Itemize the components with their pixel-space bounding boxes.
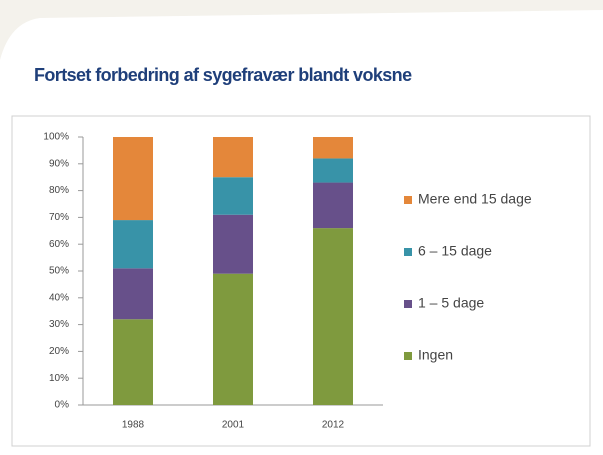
y-tick-label: 50% [49, 266, 69, 277]
bar-segment [313, 137, 353, 159]
y-tick-label: 40% [49, 292, 69, 303]
bar-segment [113, 137, 153, 221]
legend-swatch [404, 300, 412, 308]
x-tick-label: 2012 [322, 420, 345, 431]
legend-swatch [404, 352, 412, 360]
legend-label: 1 – 5 dage [418, 295, 484, 311]
bar-segment [113, 268, 153, 320]
legend-label: 6 – 15 dage [418, 243, 492, 259]
x-tick-label: 2001 [222, 420, 245, 431]
bar-segment [213, 177, 253, 215]
y-tick-label: 20% [49, 346, 69, 357]
bar-segment [213, 137, 253, 178]
bar-segment [313, 158, 353, 183]
bar-segment [313, 228, 353, 405]
legend-swatch [404, 196, 412, 204]
y-tick-label: 60% [49, 239, 69, 250]
y-tick-label: 70% [49, 212, 69, 223]
bar-segment [113, 220, 153, 269]
chart-frame [11, 115, 591, 447]
y-tick-label: 30% [49, 319, 69, 330]
legend-swatch [404, 248, 412, 256]
legend-label: Mere end 15 dage [418, 191, 532, 207]
bar-segment [313, 182, 353, 229]
y-tick-label: 0% [55, 400, 70, 411]
y-tick-label: 10% [49, 373, 69, 384]
y-tick-label: 80% [49, 185, 69, 196]
bar-segment [213, 273, 253, 405]
y-tick-label: 100% [43, 132, 69, 143]
bar-segment [113, 319, 153, 405]
x-tick-label: 1988 [122, 420, 145, 431]
y-tick-label: 90% [49, 158, 69, 169]
chart-title: Fortset forbedring af sygefravær blandt … [34, 65, 412, 85]
bar-segment [213, 214, 253, 274]
legend-label: Ingen [418, 347, 453, 363]
